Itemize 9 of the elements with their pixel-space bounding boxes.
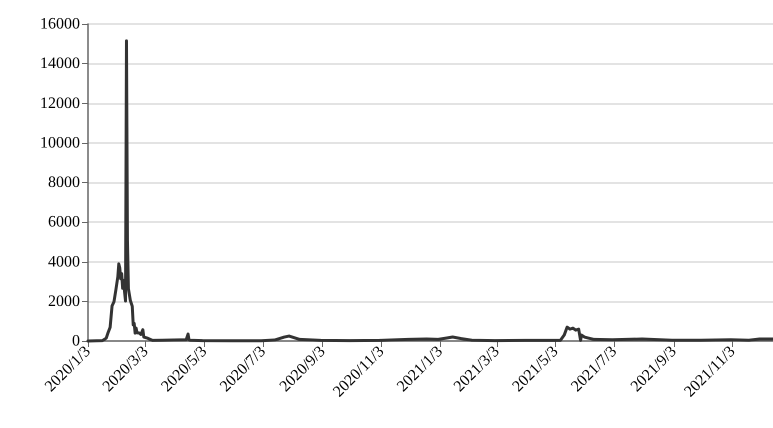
- y-tick-label: 16000: [40, 16, 80, 32]
- y-tick-label: 12000: [40, 94, 80, 112]
- y-tick-label: 2000: [48, 292, 80, 310]
- y-tick-label: 14000: [40, 55, 80, 72]
- y-tick-label: 4000: [48, 253, 80, 270]
- y-tick-label: 8000: [48, 174, 80, 191]
- y-tick-label: 6000: [48, 214, 80, 231]
- y-tick-label: 10000: [40, 134, 80, 152]
- y-tick-label: 0: [72, 332, 80, 350]
